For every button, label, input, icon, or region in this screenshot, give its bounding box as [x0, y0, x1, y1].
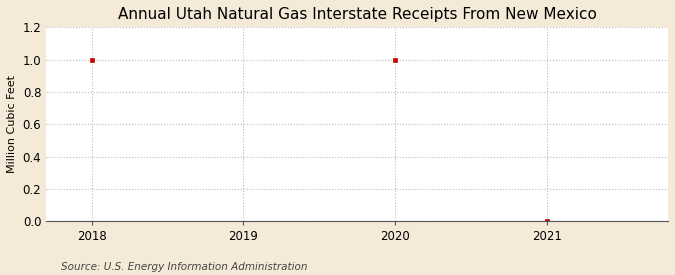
Text: Source: U.S. Energy Information Administration: Source: U.S. Energy Information Administ…	[61, 262, 307, 272]
Title: Annual Utah Natural Gas Interstate Receipts From New Mexico: Annual Utah Natural Gas Interstate Recei…	[117, 7, 597, 22]
Y-axis label: Million Cubic Feet: Million Cubic Feet	[7, 75, 17, 173]
